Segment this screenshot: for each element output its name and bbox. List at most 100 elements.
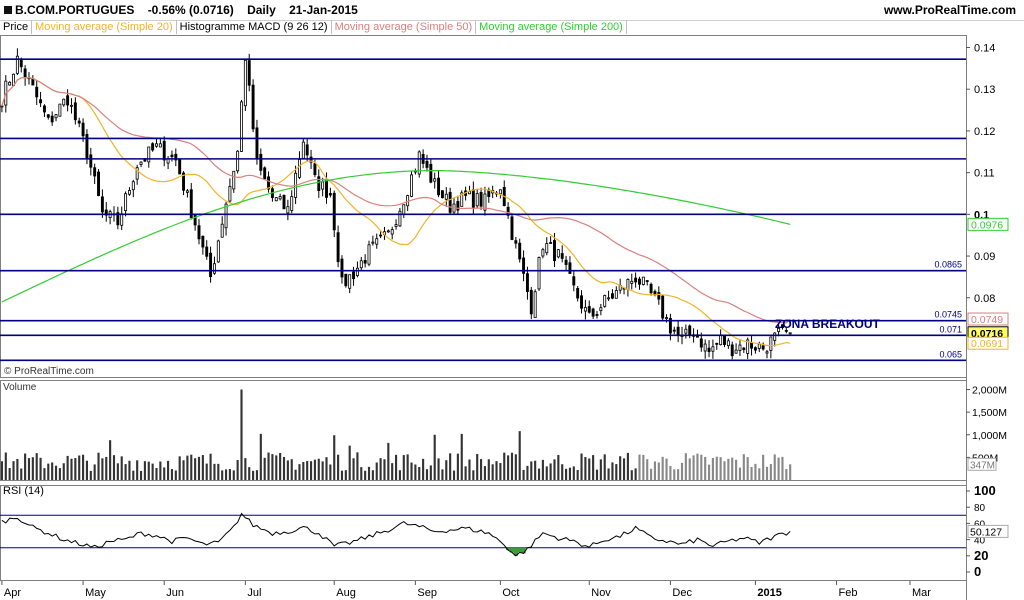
rsi-oversold-fill	[517, 547, 522, 553]
candle-body	[247, 60, 251, 86]
candle-body	[726, 340, 730, 347]
volume-bar	[252, 470, 255, 480]
candle-body	[777, 327, 781, 332]
volume-bar	[762, 454, 765, 480]
price-badge	[967, 336, 1009, 350]
legend-ma200[interactable]: Moving average (Simple 200)	[476, 20, 627, 34]
volume-bar	[163, 467, 166, 480]
volume-bar	[580, 453, 583, 480]
volume-bar	[738, 467, 742, 480]
candle-body	[367, 244, 371, 265]
candle-body	[375, 238, 379, 245]
volume-bar	[642, 454, 645, 480]
volume-bar	[468, 459, 471, 480]
time-tick-mar: Mar	[912, 587, 931, 599]
volume-bar	[595, 469, 599, 480]
price-badge	[967, 312, 1009, 326]
candle-body	[742, 347, 746, 351]
candle-body	[371, 241, 375, 244]
candle-body	[560, 253, 564, 259]
candle-body	[448, 191, 452, 213]
volume-bar	[244, 458, 247, 480]
volume-bar	[472, 470, 475, 480]
candle-body	[638, 278, 641, 285]
candle-body	[599, 307, 603, 312]
candle-body	[209, 252, 213, 278]
candle-body	[568, 262, 572, 274]
price-change: -0.56% (0.0716)	[147, 3, 234, 17]
volume-bar	[344, 470, 347, 480]
candle-body	[297, 159, 301, 178]
volume-bar	[534, 460, 537, 480]
volume-tick-label: 1,500M	[972, 407, 1007, 419]
volume-bar	[35, 453, 38, 480]
candle-body	[525, 273, 529, 292]
candle-body	[313, 163, 317, 176]
candle-body	[665, 317, 669, 319]
candle-body	[410, 174, 413, 197]
volume-bar	[398, 470, 401, 480]
candle-body	[483, 193, 487, 211]
volume-bar	[700, 454, 703, 480]
volume-bar	[201, 455, 204, 480]
volume-bar	[178, 456, 181, 480]
volume-bar	[480, 459, 483, 480]
level-label: 0.0865	[934, 260, 962, 270]
price-tick-label: 0.12	[974, 126, 995, 138]
legend-ma20[interactable]: Moving average (Simple 20)	[32, 20, 177, 34]
candle-body	[529, 289, 533, 315]
candle-body	[549, 242, 553, 244]
price-tick-label: 0.09	[974, 251, 995, 263]
site-url[interactable]: www.ProRealTime.com	[883, 3, 1016, 17]
candle-body	[773, 332, 777, 341]
candle-body	[699, 338, 703, 348]
candle-body	[572, 276, 576, 286]
candle-body	[738, 344, 742, 351]
candle-body	[162, 140, 166, 161]
volume-bar	[8, 468, 11, 480]
candle-body	[97, 171, 100, 196]
volume-bar	[147, 461, 150, 480]
volume-bar	[112, 455, 116, 480]
legend-macd[interactable]: Histogramme MACD (9 26 12)	[177, 20, 332, 34]
legend-price[interactable]: Price	[0, 20, 33, 34]
volume-bar	[696, 453, 699, 480]
volume-bar	[51, 462, 54, 480]
level-label: 0.0745	[934, 310, 962, 320]
candle-body	[591, 308, 595, 317]
volume-bar	[692, 455, 695, 480]
candle-body	[263, 167, 267, 180]
candle-body	[514, 240, 518, 244]
price-badge-label: 0.0976	[971, 219, 1003, 231]
volume-bar	[309, 461, 313, 480]
volume-bar	[758, 468, 761, 480]
volume-badge-label: 347M	[970, 460, 995, 471]
candle-body	[688, 325, 692, 335]
candle-body	[35, 86, 39, 98]
volume-bar	[136, 460, 139, 480]
candle-body	[645, 280, 649, 282]
candle-body	[158, 143, 162, 148]
volume-bar	[143, 461, 146, 480]
volume-bar	[704, 456, 707, 480]
candle-body	[182, 172, 186, 191]
volume-bar	[572, 466, 575, 480]
candle-body	[224, 203, 228, 229]
volume-bar	[650, 468, 653, 480]
volume-bar	[568, 467, 572, 480]
legend-ma50[interactable]: Moving average (Simple 50)	[332, 20, 477, 34]
volume-bar	[120, 456, 123, 480]
time-tick-dec: Dec	[672, 587, 692, 599]
candle-body	[205, 246, 209, 257]
volume-bar	[62, 463, 65, 480]
volume-bar	[537, 468, 541, 480]
volume-bar	[360, 467, 363, 480]
candle-body	[553, 240, 556, 262]
candle-body	[39, 99, 43, 104]
candle-body	[498, 189, 502, 195]
candle-body	[475, 193, 479, 207]
candle-body	[352, 271, 356, 280]
candle-body	[216, 240, 220, 263]
candle-body	[750, 342, 754, 349]
